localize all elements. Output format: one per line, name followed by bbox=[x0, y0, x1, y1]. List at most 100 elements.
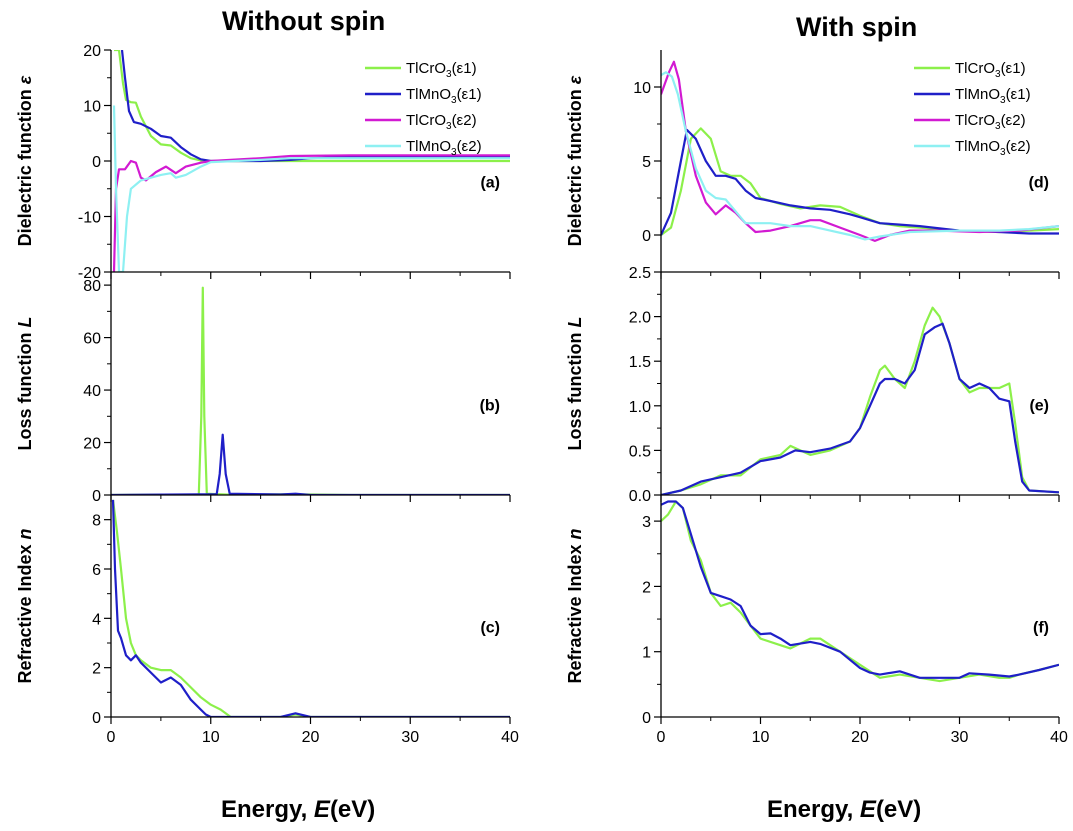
y-tick-label-a: 20 bbox=[83, 43, 101, 60]
y-axis-label-text-d: Dielectric function bbox=[565, 84, 585, 246]
y-axis-label-symbol-f: n bbox=[565, 528, 585, 539]
y-tick-label-c: 4 bbox=[92, 611, 101, 628]
y-axis-label-text-a: Dielectric function bbox=[15, 84, 35, 246]
x-tick-label-f: 30 bbox=[951, 729, 969, 746]
series-TlCrO3_e2-a bbox=[112, 154, 510, 272]
y-axis-label-text-b: Loss function bbox=[15, 328, 35, 451]
y-axis-label-a: Dielectric function ε bbox=[15, 75, 35, 246]
panel-e: 0.0 0.5 1.0 1.5 2.0 2.5 (e) Loss function L bbox=[565, 265, 1060, 505]
y-tick-label-e: 0.5 bbox=[629, 443, 651, 460]
y-tick-label-e: 1.0 bbox=[629, 399, 651, 416]
y-tick-label-b: 80 bbox=[83, 278, 101, 295]
series-TlMnO3_e2-d bbox=[661, 71, 1059, 241]
x-tick-label-c: 20 bbox=[302, 729, 320, 746]
y-tick-label-b: 40 bbox=[83, 383, 101, 400]
legend-label-TlMnO3_e2: TlMnO3(ε2) bbox=[406, 138, 482, 158]
y-tick-label-e: 1.5 bbox=[629, 354, 651, 371]
column-title-with-spin: With spin bbox=[796, 12, 918, 42]
x-tick-label-c: 30 bbox=[401, 729, 419, 746]
series-TlMnO3_e1-f bbox=[661, 500, 1059, 679]
y-tick-label-a: -20 bbox=[78, 265, 101, 282]
series-TlMnO3_e1-e bbox=[661, 322, 1059, 495]
column-title-without-spin: Without spin bbox=[222, 6, 386, 36]
panel-label-b: (b) bbox=[480, 397, 500, 414]
panel-label-d: (d) bbox=[1029, 175, 1049, 192]
x-tick-label-f: 40 bbox=[1050, 729, 1068, 746]
panel-label-f: (f) bbox=[1033, 620, 1049, 637]
y-tick-label-c: 6 bbox=[92, 562, 101, 579]
legend-label-TlCrO3_e2: TlCrO3(ε2) bbox=[406, 112, 477, 132]
y-tick-label-b: 20 bbox=[83, 436, 101, 453]
x-axis-label-right-main: Energy, bbox=[767, 796, 860, 823]
y-axis-label-d: Dielectric function ε bbox=[565, 75, 585, 246]
series-TlMnO3_e1-c bbox=[111, 499, 510, 717]
y-axis-label-symbol-c: n bbox=[15, 528, 35, 539]
y-tick-label-d: 0 bbox=[642, 228, 651, 245]
x-axis-label-left-main: Energy, bbox=[221, 796, 314, 823]
y-axis-label-text-f: Refractive Index bbox=[565, 539, 585, 683]
x-tick-label-f: 20 bbox=[851, 729, 869, 746]
x-axis-label-right-unit: (eV) bbox=[875, 796, 922, 823]
legend-label-TlCrO3_e2: TlCrO3(ε2) bbox=[955, 112, 1026, 132]
legend-label-TlMnO3_e1: TlMnO3(ε1) bbox=[406, 86, 482, 106]
x-axis-label-right: Energy, E(eV) bbox=[767, 796, 921, 824]
y-tick-label-f: 3 bbox=[642, 514, 651, 531]
x-axis-label-left-italic: E bbox=[313, 796, 330, 823]
x-axis-label-right-italic: E bbox=[859, 796, 876, 823]
x-axis-label-left: Energy, E(eV) bbox=[221, 796, 375, 824]
y-tick-label-a: 10 bbox=[83, 99, 101, 116]
legend-label-TlMnO3_e1: TlMnO3(ε1) bbox=[955, 86, 1031, 106]
legend-label-TlCrO3_e1: TlCrO3(ε1) bbox=[955, 60, 1026, 80]
x-tick-label-f: 0 bbox=[657, 729, 666, 746]
legend-a: TlCrO3(ε1) TlMnO3(ε1) TlCrO3(ε2) TlMnO3(ε2) bbox=[365, 60, 482, 158]
series-TlMnO3_e2-a bbox=[112, 105, 510, 272]
y-tick-label-c: 0 bbox=[92, 710, 101, 727]
series-TlCrO3_e1-b bbox=[111, 286, 510, 495]
y-axis-label-symbol-a: ε bbox=[15, 75, 35, 84]
series-TlMnO3_e1-d bbox=[661, 128, 1059, 236]
y-axis-label-e: Loss function L bbox=[565, 317, 585, 451]
y-tick-label-f: 0 bbox=[642, 710, 651, 727]
series-TlCrO3_e1-e bbox=[661, 306, 1059, 495]
panel-a: -20 -10 0 10 20 (a) Dielectric function ε TlCrO… bbox=[15, 43, 511, 282]
x-axis-label-left-unit: (eV) bbox=[329, 796, 376, 823]
x-tick-label-f: 10 bbox=[752, 729, 770, 746]
x-tick-label-c: 40 bbox=[501, 729, 519, 746]
series-TlCrO3_e1-f bbox=[661, 500, 1059, 683]
y-axis-label-text-c: Refractive Index bbox=[15, 539, 35, 683]
y-axis-label-symbol-d: ε bbox=[565, 75, 585, 84]
panel-c: 0 2 4 6 8 0 10 20 30 40 (c) Refractive Index n bbox=[15, 495, 519, 746]
y-tick-label-d: 10 bbox=[633, 80, 651, 97]
panel-label-c: (c) bbox=[480, 620, 500, 637]
y-tick-label-b: 0 bbox=[92, 488, 101, 505]
y-axis-label-f: Refractive Index n bbox=[565, 528, 585, 683]
x-tick-label-c: 10 bbox=[202, 729, 220, 746]
y-tick-label-e: 2.5 bbox=[629, 265, 651, 282]
legend-d: TlCrO3(ε1) TlMnO3(ε1) TlCrO3(ε2) TlMnO3(ε2) bbox=[914, 60, 1031, 158]
series-TlMnO3_e1-a bbox=[120, 50, 510, 163]
y-tick-label-c: 2 bbox=[92, 661, 101, 678]
y-tick-label-d: 5 bbox=[642, 154, 651, 171]
y-tick-label-a: -10 bbox=[78, 210, 101, 227]
y-tick-label-f: 2 bbox=[642, 579, 651, 596]
y-axis-label-c: Refractive Index n bbox=[15, 528, 35, 683]
y-axis-label-symbol-e: L bbox=[565, 317, 585, 328]
panel-label-e: (e) bbox=[1029, 397, 1049, 414]
panel-label-a: (a) bbox=[480, 175, 500, 192]
y-axis-label-symbol-b: L bbox=[15, 317, 35, 328]
y-tick-label-f: 1 bbox=[642, 645, 651, 662]
legend-label-TlMnO3_e2: TlMnO3(ε2) bbox=[955, 138, 1031, 158]
series-TlMnO3_e1-b bbox=[111, 433, 510, 495]
y-tick-label-b: 60 bbox=[83, 331, 101, 348]
panel-b: 0 20 40 60 80 (b) Loss function L bbox=[15, 272, 511, 505]
legend-label-TlCrO3_e1: TlCrO3(ε1) bbox=[406, 60, 477, 80]
series-TlCrO3_e1-c bbox=[111, 499, 510, 717]
y-axis-label-b: Loss function L bbox=[15, 317, 35, 451]
y-tick-label-e: 2.0 bbox=[629, 310, 651, 327]
y-tick-label-a: 0 bbox=[92, 154, 101, 171]
y-axis-label-text-e: Loss function bbox=[565, 328, 585, 451]
y-tick-label-c: 8 bbox=[92, 513, 101, 530]
